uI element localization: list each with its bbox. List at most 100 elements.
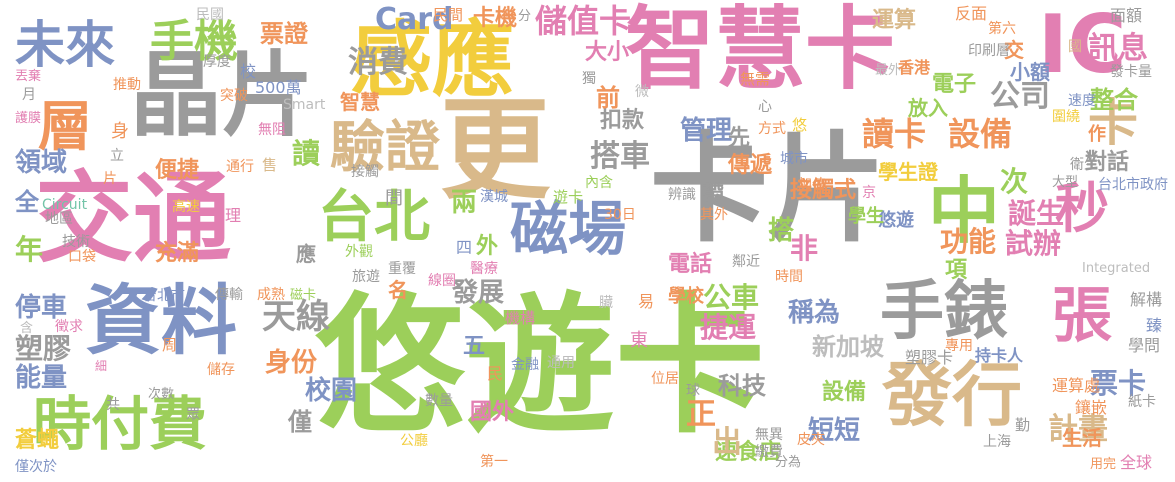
- cloud-word: 更: [440, 86, 550, 214]
- cloud-word: 台北市政府: [1098, 177, 1168, 193]
- cloud-word: 鄰近: [732, 254, 760, 270]
- cloud-word: 數量: [425, 393, 453, 409]
- cloud-word: 誕生: [1008, 197, 1065, 230]
- cloud-word: 紙卡: [1128, 394, 1156, 410]
- cloud-word: 蒼蠅: [15, 428, 60, 453]
- cloud-word: 金融: [511, 357, 539, 373]
- cloud-word: 30日: [604, 207, 636, 223]
- cloud-word: 通用: [547, 355, 575, 371]
- cloud-word: 無阻: [258, 122, 286, 138]
- cloud-word: 校: [240, 62, 257, 81]
- cloud-word: 丟棄: [15, 69, 42, 84]
- cloud-word: 接觸式: [790, 178, 857, 203]
- cloud-word: 充滿: [155, 241, 200, 266]
- cloud-word: 非: [790, 232, 819, 265]
- cloud-word: 國外: [470, 400, 515, 425]
- cloud-word: 設備: [948, 115, 1013, 153]
- cloud-word: 塑膠: [15, 332, 72, 365]
- cloud-word: 公車: [703, 281, 760, 314]
- cloud-word: 傳輸: [215, 287, 243, 303]
- cloud-word: 電子: [932, 72, 977, 97]
- cloud-word: Integrated: [1082, 261, 1151, 276]
- cloud-word: 分為: [775, 455, 802, 470]
- cloud-word: 正: [686, 397, 716, 432]
- cloud-word: 傳遞: [728, 153, 773, 178]
- cloud-word: 分: [518, 9, 532, 24]
- cloud-word: 醫療: [470, 261, 498, 277]
- cloud-word: 學生: [848, 206, 884, 227]
- cloud-word: 其外: [700, 207, 728, 223]
- cloud-word: 運算處: [1052, 376, 1101, 395]
- cloud-word: 反面: [955, 4, 988, 23]
- cloud-word: 漢城: [480, 189, 508, 205]
- cloud-word: 身份: [265, 348, 318, 378]
- cloud-word: 領域: [15, 148, 68, 178]
- cloud-word: 周: [162, 336, 178, 354]
- cloud-word: 發行: [882, 354, 1022, 436]
- cloud-word: 片: [103, 171, 117, 187]
- cloud-word: 高速: [172, 199, 200, 215]
- cloud-word: 短短: [808, 416, 861, 446]
- cloud-word: 台北: [318, 185, 430, 250]
- cloud-word: Card: [375, 2, 454, 37]
- cloud-word: 京: [862, 185, 876, 201]
- cloud-word: 最外: [875, 63, 902, 78]
- cloud-word: 項: [945, 258, 968, 283]
- cloud-word: 民: [487, 364, 504, 383]
- cloud-word: 大型: [1052, 175, 1079, 190]
- cloud-word: 作: [1088, 124, 1106, 145]
- cloud-word: 晶片: [130, 42, 315, 149]
- cloud-word: 小額: [1010, 60, 1050, 84]
- cloud-word: 球: [686, 383, 700, 399]
- cloud-word: 應: [296, 242, 316, 266]
- cloud-word: 台北市: [143, 288, 185, 304]
- cloud-word: 設備: [822, 380, 867, 405]
- cloud-word: 未來: [15, 16, 115, 74]
- cloud-word: 突破: [220, 88, 248, 104]
- cloud-word: 學生證: [878, 160, 938, 184]
- cloud-word: 香港: [898, 58, 931, 77]
- cloud-word: 旅遊: [352, 269, 380, 285]
- cloud-word: 卡: [1088, 94, 1138, 152]
- cloud-word: 外觀: [345, 244, 373, 260]
- cloud-word: 交通: [35, 162, 232, 276]
- cloud-word: 秒: [1055, 177, 1109, 240]
- cloud-word: 公廳: [400, 433, 428, 449]
- cloud-word: 訊息: [1088, 31, 1148, 66]
- cloud-word: 細: [95, 359, 108, 373]
- cloud-word: 手錶: [880, 275, 1008, 349]
- cloud-word: 學問: [1128, 336, 1161, 355]
- cloud-word: 東: [630, 330, 648, 351]
- cloud-word: 徵求: [55, 319, 83, 335]
- cloud-word: 票卡: [1090, 367, 1147, 400]
- cloud-word: 成熟: [257, 287, 285, 303]
- cloud-word: 消費: [348, 45, 408, 80]
- cloud-word: 智慧卡: [625, 0, 895, 102]
- cloud-word: 年: [15, 233, 44, 266]
- cloud-word: 月: [22, 87, 36, 103]
- cloud-word: 交: [1004, 38, 1024, 62]
- cloud-word: 第一: [480, 454, 508, 470]
- cloud-word: 間: [385, 188, 403, 209]
- cloud-word: 悠: [792, 116, 808, 134]
- cloud-word: 臟: [599, 295, 613, 311]
- cloud-word: 智慧: [340, 90, 380, 114]
- cloud-word: 技術: [62, 234, 90, 250]
- cloud-word: 先: [728, 126, 751, 151]
- cloud-word: 發卡量: [1110, 64, 1152, 80]
- cloud-word: 專用: [945, 338, 973, 354]
- cloud-word: 民國: [196, 7, 224, 23]
- cloud-word: 國: [1068, 39, 1082, 55]
- cloud-word: 卡機: [473, 6, 518, 31]
- cloud-word: 搭: [768, 216, 795, 246]
- cloud-word: IC: [1038, 0, 1127, 91]
- cloud-word: 搭車: [590, 139, 650, 174]
- cloud-word: 讀: [292, 137, 321, 170]
- cloud-word: 時付費: [33, 390, 208, 458]
- cloud-word: 功能: [940, 225, 997, 258]
- cloud-word: 口袋: [68, 249, 96, 265]
- cloud-word: 僅: [288, 408, 312, 436]
- cloud-word: 對話: [1085, 150, 1130, 175]
- cloud-word: 售: [262, 156, 278, 174]
- cloud-word: 儲存: [207, 362, 235, 378]
